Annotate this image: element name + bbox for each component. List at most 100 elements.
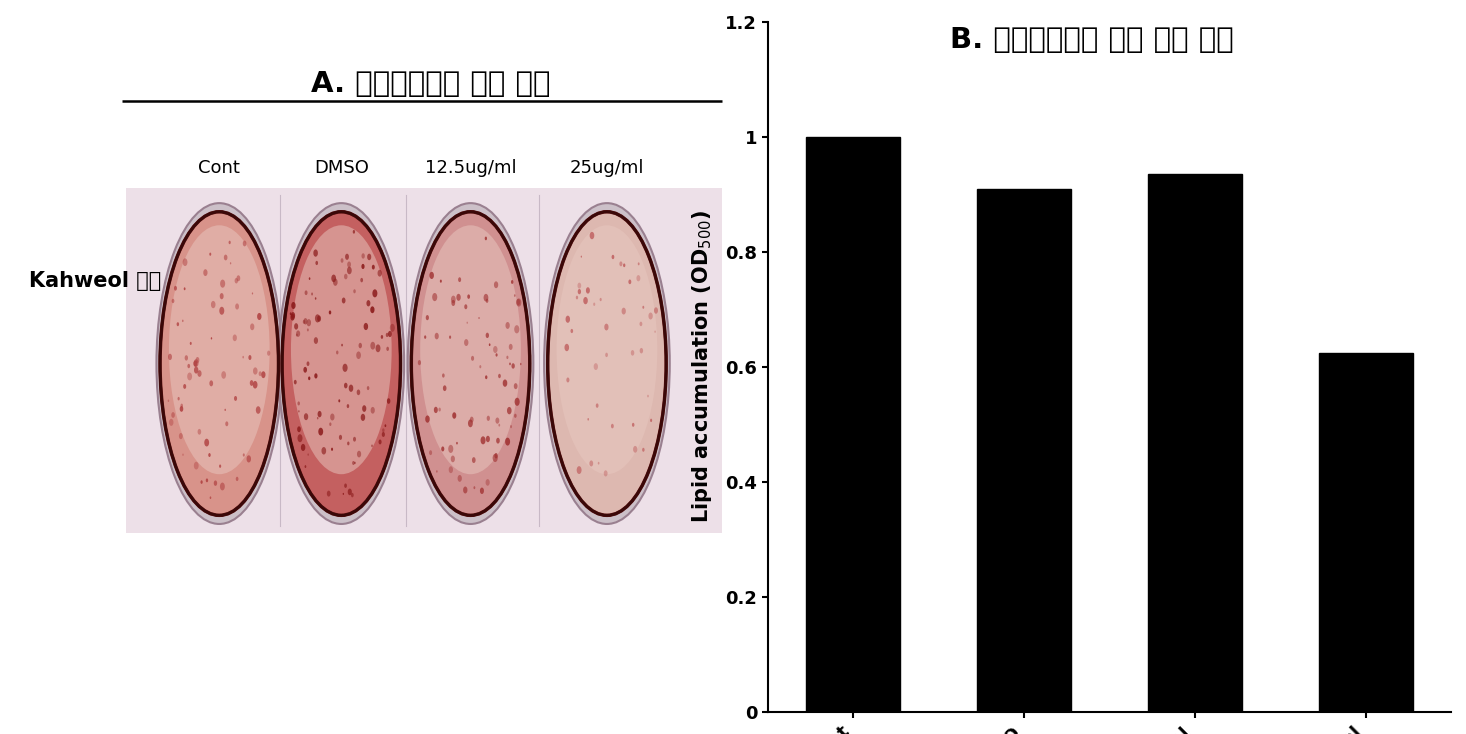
Ellipse shape	[303, 318, 308, 324]
Ellipse shape	[381, 432, 386, 437]
Ellipse shape	[236, 275, 240, 281]
Ellipse shape	[622, 308, 626, 314]
Ellipse shape	[349, 385, 353, 392]
Ellipse shape	[201, 480, 202, 484]
Ellipse shape	[267, 351, 270, 356]
Ellipse shape	[498, 374, 501, 378]
Ellipse shape	[387, 399, 390, 404]
Ellipse shape	[638, 262, 639, 265]
Ellipse shape	[314, 337, 318, 344]
Ellipse shape	[468, 419, 474, 427]
Ellipse shape	[465, 305, 468, 309]
Ellipse shape	[371, 407, 375, 414]
Ellipse shape	[639, 348, 644, 353]
Ellipse shape	[412, 212, 529, 515]
Ellipse shape	[308, 377, 311, 380]
Ellipse shape	[314, 250, 318, 257]
Ellipse shape	[347, 489, 352, 495]
Ellipse shape	[183, 258, 188, 266]
Ellipse shape	[361, 414, 365, 421]
Ellipse shape	[318, 428, 323, 435]
Ellipse shape	[279, 203, 405, 524]
Ellipse shape	[449, 466, 453, 473]
Ellipse shape	[183, 287, 186, 290]
Ellipse shape	[236, 477, 239, 481]
Ellipse shape	[619, 261, 623, 266]
Ellipse shape	[566, 316, 570, 323]
Ellipse shape	[632, 423, 635, 427]
Ellipse shape	[485, 333, 490, 338]
Ellipse shape	[296, 330, 301, 337]
Ellipse shape	[298, 401, 301, 405]
Ellipse shape	[516, 299, 520, 305]
Ellipse shape	[169, 354, 172, 360]
Ellipse shape	[249, 380, 254, 386]
Ellipse shape	[366, 300, 371, 306]
Ellipse shape	[630, 350, 635, 356]
Ellipse shape	[235, 396, 237, 401]
Ellipse shape	[441, 446, 444, 451]
Ellipse shape	[512, 363, 515, 368]
Ellipse shape	[290, 313, 295, 321]
Ellipse shape	[506, 356, 509, 359]
Ellipse shape	[452, 300, 454, 306]
Ellipse shape	[375, 344, 381, 352]
Ellipse shape	[438, 407, 441, 412]
Ellipse shape	[352, 461, 355, 465]
Ellipse shape	[314, 374, 318, 379]
Ellipse shape	[198, 370, 202, 377]
Ellipse shape	[315, 297, 317, 299]
Ellipse shape	[430, 272, 434, 279]
Ellipse shape	[362, 405, 366, 412]
Ellipse shape	[371, 445, 372, 447]
Ellipse shape	[570, 329, 573, 333]
Ellipse shape	[435, 470, 438, 473]
Ellipse shape	[642, 448, 645, 451]
Ellipse shape	[226, 421, 229, 426]
Ellipse shape	[305, 291, 308, 295]
Ellipse shape	[594, 302, 595, 306]
Ellipse shape	[303, 367, 306, 373]
Ellipse shape	[471, 417, 474, 423]
Ellipse shape	[544, 203, 670, 524]
Ellipse shape	[494, 281, 498, 288]
Ellipse shape	[506, 322, 510, 329]
Ellipse shape	[211, 301, 216, 308]
Ellipse shape	[623, 264, 626, 267]
Ellipse shape	[210, 380, 213, 386]
Ellipse shape	[331, 448, 333, 451]
Ellipse shape	[576, 296, 578, 299]
Ellipse shape	[509, 344, 513, 350]
Ellipse shape	[185, 355, 188, 360]
Ellipse shape	[356, 390, 361, 395]
Ellipse shape	[345, 382, 347, 388]
Ellipse shape	[327, 490, 330, 497]
Ellipse shape	[654, 308, 658, 313]
Ellipse shape	[457, 277, 462, 282]
Ellipse shape	[220, 482, 224, 490]
Ellipse shape	[290, 312, 295, 319]
Ellipse shape	[257, 406, 261, 414]
Text: 12.5ug/ml: 12.5ug/ml	[425, 159, 516, 177]
Ellipse shape	[182, 454, 183, 456]
Ellipse shape	[432, 293, 437, 301]
Ellipse shape	[345, 254, 349, 260]
Ellipse shape	[347, 261, 350, 268]
Ellipse shape	[515, 294, 516, 297]
Ellipse shape	[485, 236, 487, 240]
Ellipse shape	[513, 383, 517, 389]
Ellipse shape	[281, 212, 400, 515]
Ellipse shape	[221, 371, 226, 379]
Ellipse shape	[494, 453, 498, 459]
Ellipse shape	[293, 379, 296, 385]
Bar	[1148, 175, 1242, 712]
Ellipse shape	[224, 255, 227, 261]
Ellipse shape	[647, 395, 649, 397]
Ellipse shape	[578, 289, 581, 294]
Ellipse shape	[361, 278, 364, 283]
Ellipse shape	[331, 275, 336, 282]
Ellipse shape	[421, 225, 520, 474]
Ellipse shape	[371, 306, 374, 313]
Ellipse shape	[510, 425, 512, 428]
Ellipse shape	[564, 344, 569, 351]
